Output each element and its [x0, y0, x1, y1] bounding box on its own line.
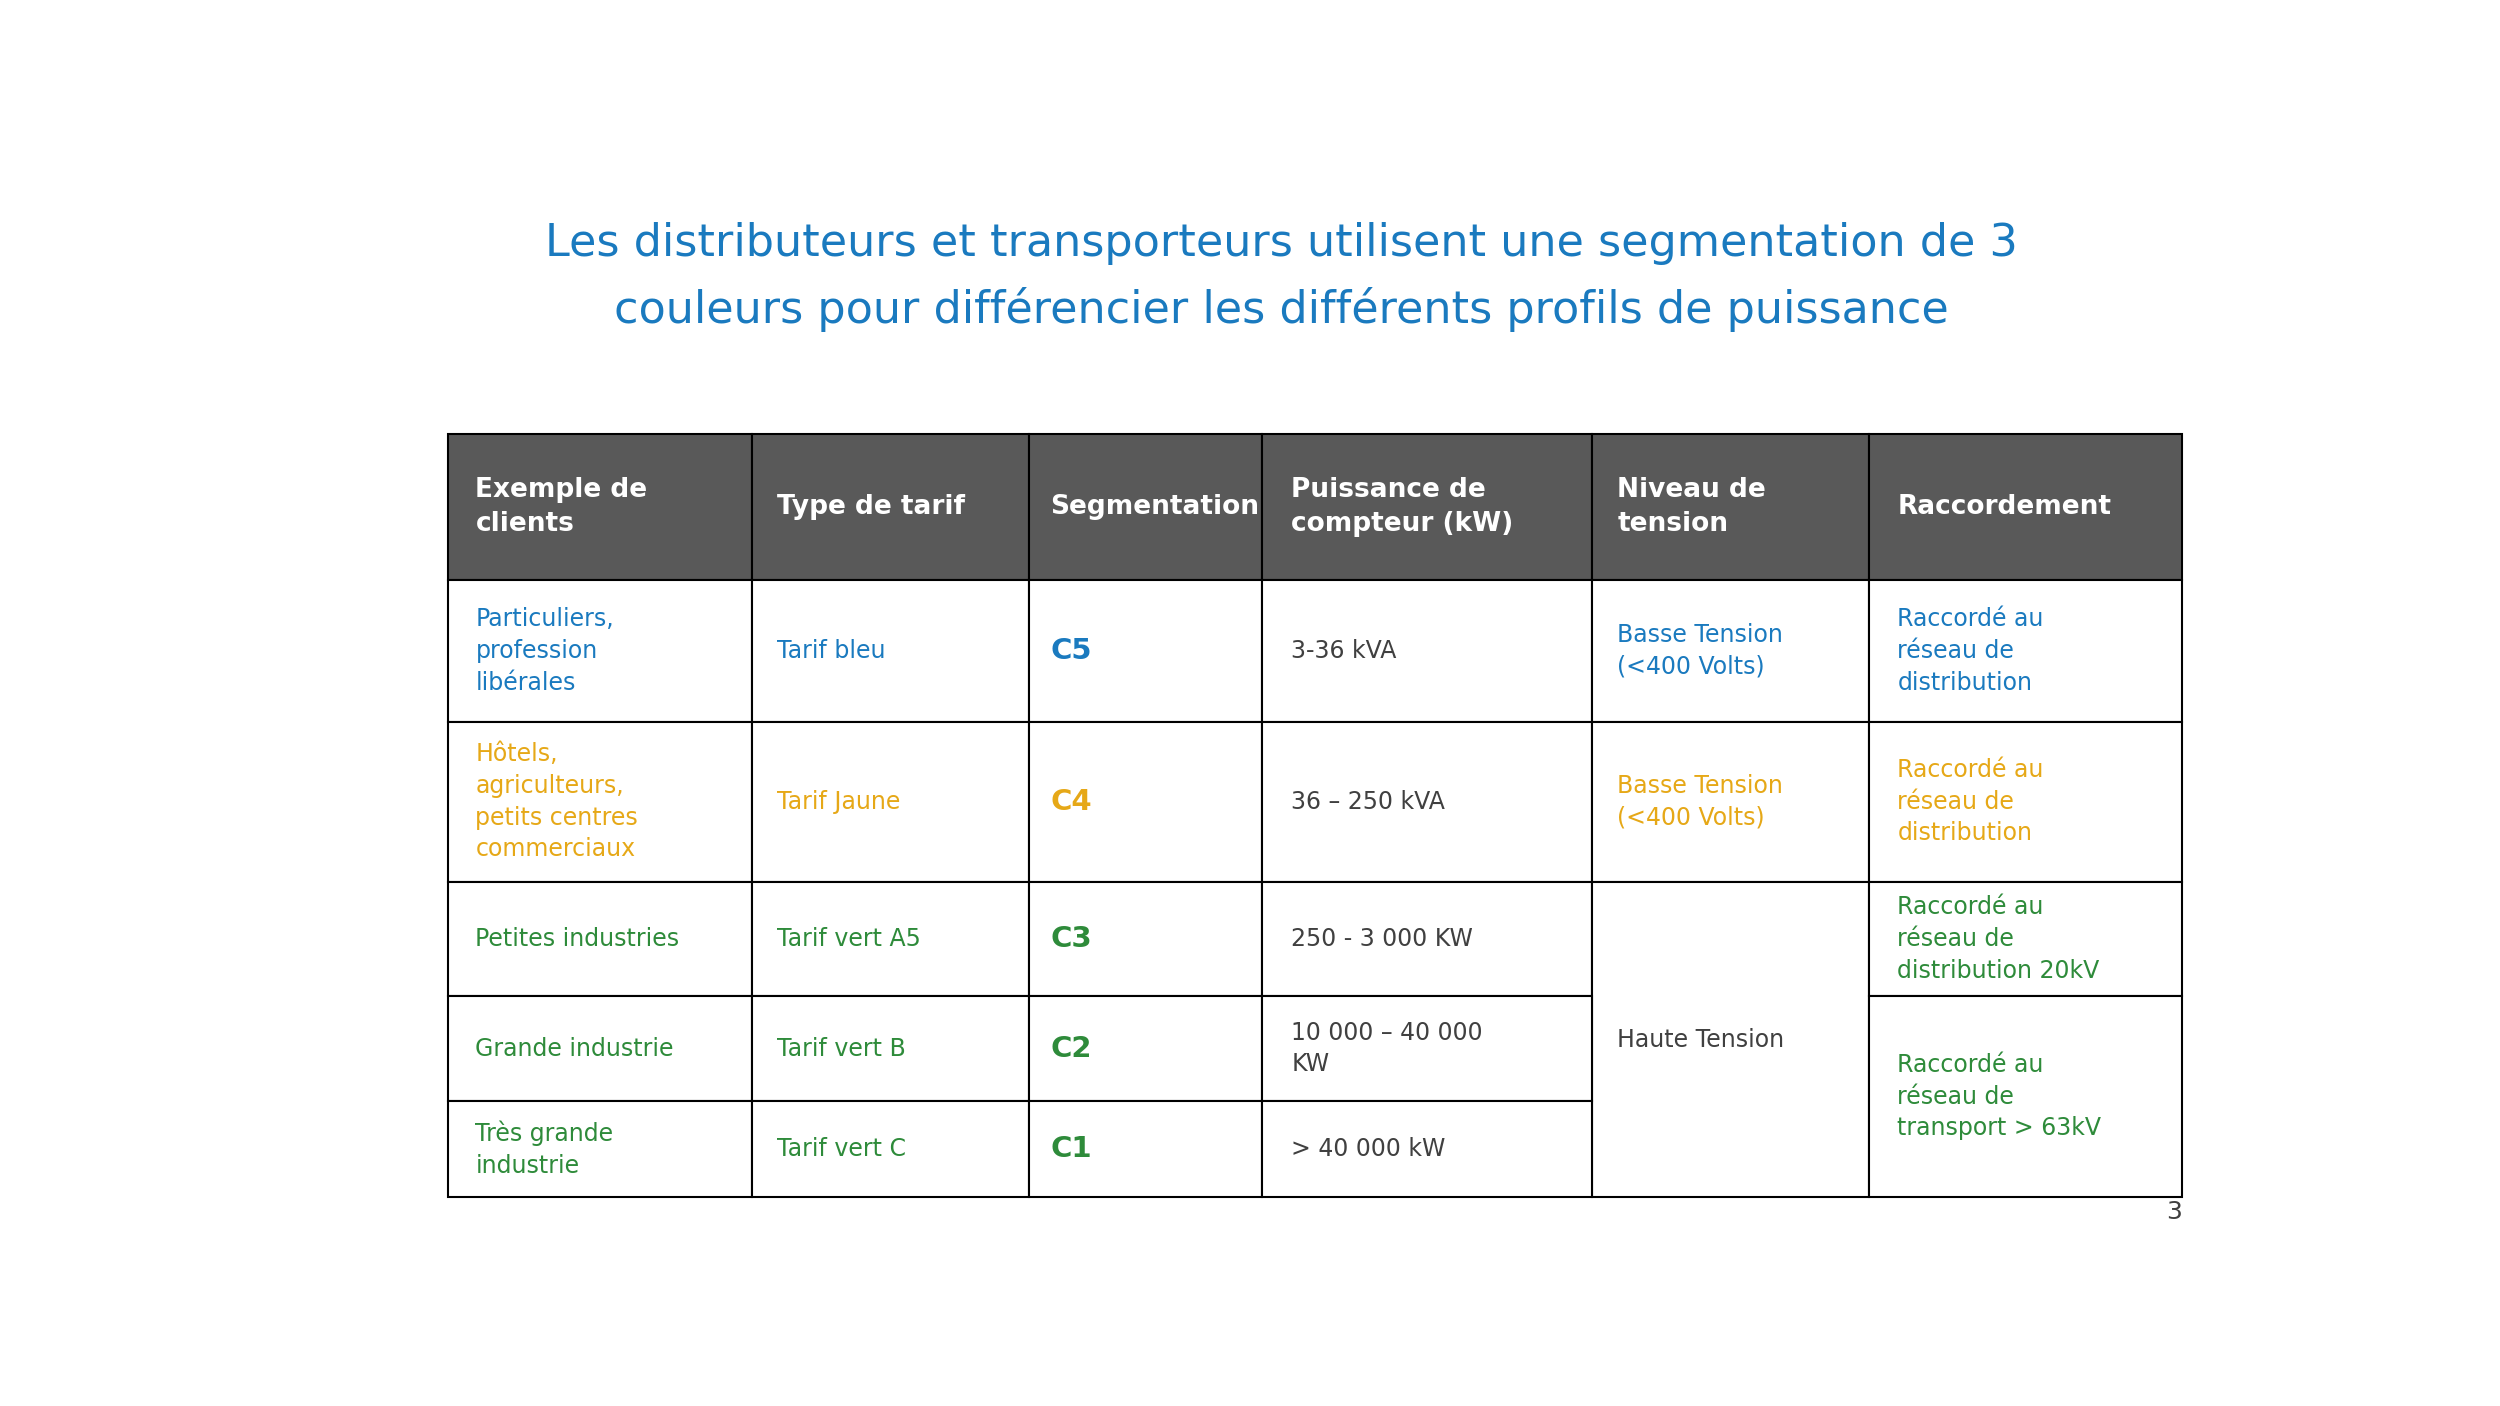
Text: 250 - 3 000 KW: 250 - 3 000 KW [1292, 927, 1472, 950]
Text: > 40 000 kW: > 40 000 kW [1292, 1137, 1445, 1161]
Bar [1030, 1101, 1262, 1197]
Bar [448, 1101, 752, 1197]
Bar [752, 882, 1030, 995]
Bar [1262, 882, 1592, 995]
Text: Segmentation: Segmentation [1050, 494, 1260, 520]
Bar [752, 434, 1030, 581]
Text: Particuliers,
profession
libérales: Particuliers, profession libérales [475, 607, 615, 695]
Bar [752, 581, 1030, 721]
Text: C1: C1 [1050, 1135, 1092, 1163]
Bar [448, 581, 752, 721]
Text: Les distributeurs et transporteurs utilisent une segmentation de 3
couleurs pour: Les distributeurs et transporteurs utili… [545, 222, 2018, 332]
Bar [1870, 581, 2182, 721]
Text: Hôtels,
agriculteurs,
petits centres
commerciaux: Hôtels, agriculteurs, petits centres com… [475, 742, 638, 862]
Bar [1870, 721, 2182, 882]
Bar [1262, 995, 1592, 1101]
Text: 3: 3 [2168, 1201, 2182, 1225]
Bar [1262, 1101, 1592, 1197]
Bar [1592, 882, 1870, 1197]
Text: Puissance de
compteur (kW): Puissance de compteur (kW) [1292, 477, 1512, 537]
Text: C5: C5 [1050, 637, 1092, 665]
Text: Raccordement: Raccordement [1898, 494, 2112, 520]
Text: Basse Tension
(<400 Volts): Basse Tension (<400 Volts) [1618, 775, 1782, 830]
Text: Tarif Jaune: Tarif Jaune [778, 790, 900, 814]
Bar [752, 1101, 1030, 1197]
Bar [1262, 721, 1592, 882]
Bar [1262, 581, 1592, 721]
Bar [1030, 882, 1262, 995]
Bar [1030, 721, 1262, 882]
Bar [1030, 434, 1262, 581]
Text: Raccordé au
réseau de
transport > 63kV: Raccordé au réseau de transport > 63kV [1898, 1053, 2102, 1140]
Text: Très grande
industrie: Très grande industrie [475, 1121, 612, 1178]
Bar [448, 434, 752, 581]
Text: Haute Tension: Haute Tension [1618, 1028, 1785, 1052]
Bar [752, 721, 1030, 882]
Bar [1592, 581, 1870, 721]
Text: Niveau de
tension: Niveau de tension [1618, 477, 1765, 537]
Text: 10 000 – 40 000
KW: 10 000 – 40 000 KW [1292, 1021, 1482, 1077]
Bar [1870, 434, 2182, 581]
Text: Tarif bleu: Tarif bleu [778, 638, 885, 664]
Bar [448, 721, 752, 882]
Bar [1870, 995, 2182, 1197]
Text: Raccordé au
réseau de
distribution: Raccordé au réseau de distribution [1898, 607, 2045, 695]
Text: Raccordé au
réseau de
distribution 20kV: Raccordé au réseau de distribution 20kV [1898, 896, 2100, 983]
Text: 3-36 kVA: 3-36 kVA [1292, 638, 1398, 664]
Bar [752, 995, 1030, 1101]
Text: Tarif vert B: Tarif vert B [778, 1036, 905, 1060]
Bar [1592, 721, 1870, 882]
Bar [1030, 995, 1262, 1101]
Bar [1592, 434, 1870, 581]
Text: C2: C2 [1050, 1035, 1092, 1063]
Text: Tarif vert C: Tarif vert C [778, 1137, 905, 1161]
Bar [448, 995, 752, 1101]
Text: Basse Tension
(<400 Volts): Basse Tension (<400 Volts) [1618, 623, 1782, 679]
Bar [1870, 882, 2182, 995]
Text: C4: C4 [1050, 787, 1092, 815]
Text: Type de tarif: Type de tarif [778, 494, 965, 520]
Text: Petites industries: Petites industries [475, 927, 680, 950]
Text: Tarif vert A5: Tarif vert A5 [778, 927, 920, 950]
Bar [1262, 434, 1592, 581]
Text: Raccordé au
réseau de
distribution: Raccordé au réseau de distribution [1898, 758, 2045, 845]
Text: Grande industrie: Grande industrie [475, 1036, 675, 1060]
Bar [448, 882, 752, 995]
Text: 36 – 250 kVA: 36 – 250 kVA [1292, 790, 1445, 814]
Bar [1030, 581, 1262, 721]
Text: Exemple de
clients: Exemple de clients [475, 477, 648, 537]
Text: C3: C3 [1050, 925, 1092, 953]
